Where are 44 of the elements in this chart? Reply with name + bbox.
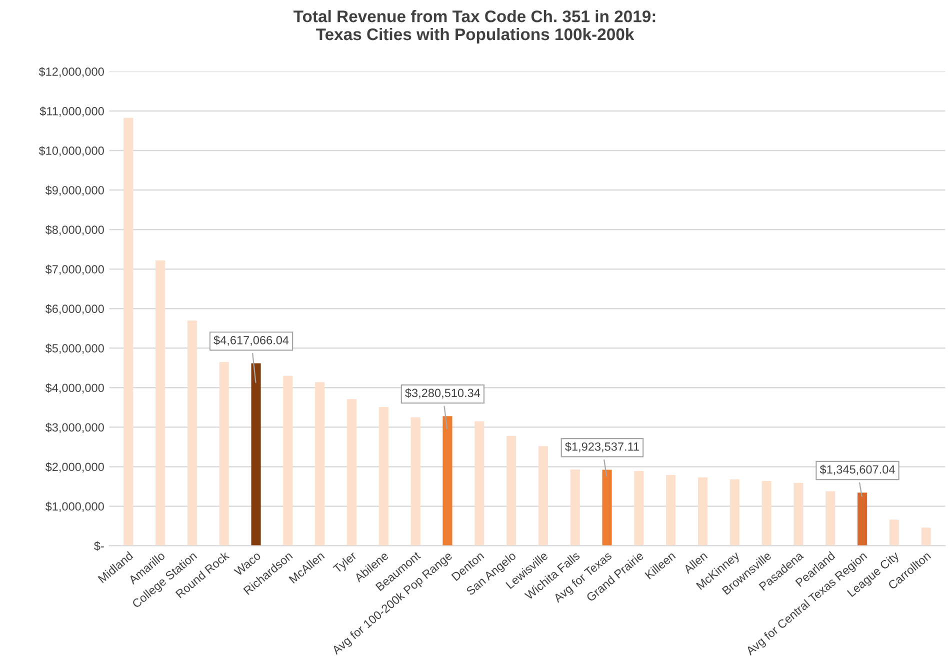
bar [698,477,708,546]
bar [156,260,166,546]
bar [794,482,804,546]
bar [283,376,293,546]
bar [634,471,644,546]
y-tick-label: $11,000,000 [40,106,104,117]
bar [858,492,868,546]
y-tick-label: $1,000,000 [45,502,104,512]
y-tick-label: $5,000,000 [45,344,104,354]
bar [762,480,772,546]
bar [506,436,516,546]
bar [251,363,261,546]
bar [124,118,134,546]
bar [315,382,325,546]
y-tick-label: $2,000,000 [45,462,104,472]
bar [538,446,548,546]
y-tick-label: $4,000,000 [45,383,104,394]
y-tick-label: $- [94,541,104,551]
chart-title: Total Revenue from Tax Code Ch. 351 in 2019: Texas Cities with Populations 100k-200k [294,10,656,44]
y-tick-label: $3,000,000 [45,422,104,433]
data-label: $4,617,066.04 [214,335,289,346]
bar [410,417,420,546]
bar [826,491,836,546]
data-label: $1,345,607.04 [820,464,895,476]
bar [889,520,899,546]
y-tick-label: $10,000,000 [38,146,104,156]
bar [219,362,229,546]
y-tick-label: $6,000,000 [45,304,104,314]
bar [666,475,676,546]
data-label: $1,923,537.11 [565,442,639,452]
bar [378,407,388,546]
bar [442,416,452,546]
y-tick-label: $7,000,000 [45,264,104,275]
bar [570,469,580,546]
bar [346,399,357,546]
bar [602,470,612,546]
bar [187,320,197,546]
bar [474,421,484,546]
data-label: $3,280,510.34 [405,388,480,399]
y-tick-label: $8,000,000 [45,225,104,236]
bar [730,479,740,546]
y-tick-label: $12,000,000 [38,67,104,78]
bar [921,528,931,546]
y-tick-label: $9,000,000 [45,186,104,196]
